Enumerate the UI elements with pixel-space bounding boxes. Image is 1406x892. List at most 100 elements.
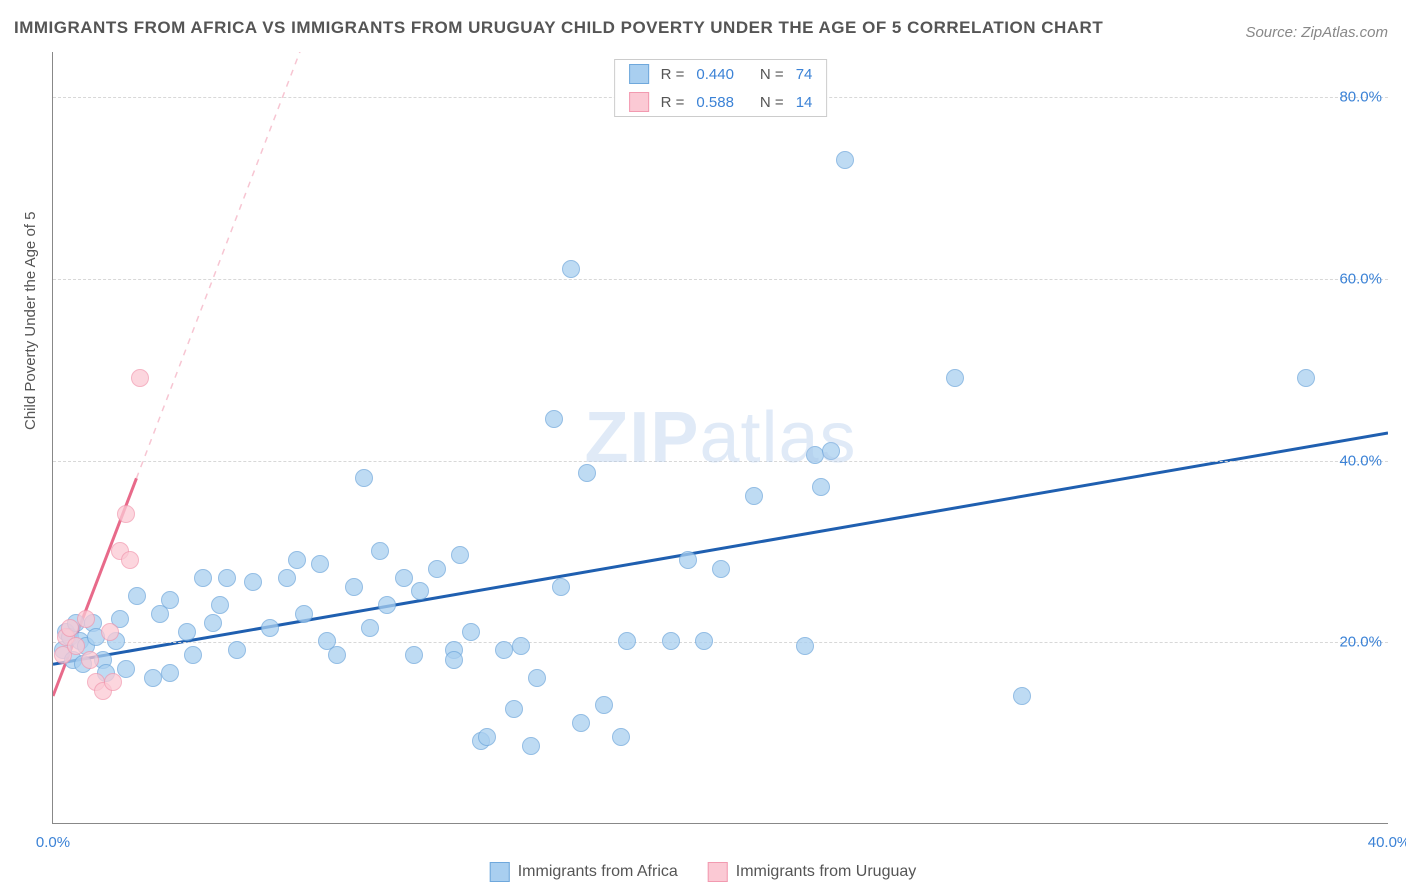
data-point bbox=[218, 569, 236, 587]
data-point bbox=[104, 673, 122, 691]
data-point bbox=[712, 560, 730, 578]
data-point bbox=[395, 569, 413, 587]
data-point bbox=[1013, 687, 1031, 705]
data-point bbox=[328, 646, 346, 664]
data-point bbox=[806, 446, 824, 464]
chart-title: IMMIGRANTS FROM AFRICA VS IMMIGRANTS FRO… bbox=[14, 18, 1103, 38]
legend-r-label: R = bbox=[661, 66, 685, 83]
legend-item: Immigrants from Uruguay bbox=[708, 862, 917, 882]
gridline bbox=[53, 461, 1388, 462]
data-point bbox=[545, 410, 563, 428]
gridline bbox=[53, 279, 1388, 280]
legend-r-value: 0.440 bbox=[696, 66, 734, 83]
data-point bbox=[405, 646, 423, 664]
data-point bbox=[228, 641, 246, 659]
legend-r-value: 0.588 bbox=[696, 94, 734, 111]
legend-row: R = 0.588 N = 14 bbox=[615, 88, 827, 116]
legend-n-value: 14 bbox=[796, 94, 813, 111]
legend-row: R = 0.440 N = 74 bbox=[615, 60, 827, 88]
data-point bbox=[572, 714, 590, 732]
data-point bbox=[128, 587, 146, 605]
correlation-legend: R = 0.440 N = 74 R = 0.588 N = 14 bbox=[614, 59, 828, 117]
data-point bbox=[161, 664, 179, 682]
data-point bbox=[261, 619, 279, 637]
data-point bbox=[101, 623, 119, 641]
data-point bbox=[428, 560, 446, 578]
data-point bbox=[462, 623, 480, 641]
x-tick-label: 40.0% bbox=[1368, 834, 1406, 851]
data-point bbox=[117, 505, 135, 523]
data-point bbox=[131, 369, 149, 387]
data-point bbox=[946, 369, 964, 387]
data-point bbox=[411, 582, 429, 600]
legend-swatch bbox=[708, 862, 728, 882]
y-tick-label: 80.0% bbox=[1339, 89, 1382, 106]
y-tick-label: 20.0% bbox=[1339, 634, 1382, 651]
data-point bbox=[612, 728, 630, 746]
data-point bbox=[478, 728, 496, 746]
legend-n-label: N = bbox=[760, 66, 784, 83]
data-point bbox=[311, 555, 329, 573]
data-point bbox=[295, 605, 313, 623]
data-point bbox=[512, 637, 530, 655]
data-point bbox=[495, 641, 513, 659]
data-point bbox=[451, 546, 469, 564]
data-point bbox=[288, 551, 306, 569]
data-point bbox=[745, 487, 763, 505]
trend-lines bbox=[53, 52, 1388, 823]
data-point bbox=[178, 623, 196, 641]
data-point bbox=[184, 646, 202, 664]
data-point bbox=[161, 591, 179, 609]
data-point bbox=[595, 696, 613, 714]
data-point bbox=[679, 551, 697, 569]
data-point bbox=[345, 578, 363, 596]
y-tick-label: 40.0% bbox=[1339, 452, 1382, 469]
legend-n-label: N = bbox=[760, 94, 784, 111]
x-tick-label: 0.0% bbox=[36, 834, 70, 851]
legend-item: Immigrants from Africa bbox=[490, 862, 678, 882]
legend-r-label: R = bbox=[661, 94, 685, 111]
series-legend: Immigrants from Africa Immigrants from Ur… bbox=[480, 862, 927, 882]
data-point bbox=[695, 632, 713, 650]
data-point bbox=[361, 619, 379, 637]
data-point bbox=[121, 551, 139, 569]
data-point bbox=[445, 651, 463, 669]
watermark: ZIPatlas bbox=[584, 397, 856, 479]
data-point bbox=[355, 469, 373, 487]
source-attribution: Source: ZipAtlas.com bbox=[1245, 24, 1388, 41]
legend-n-value: 74 bbox=[796, 66, 813, 83]
data-point bbox=[117, 660, 135, 678]
legend-series-label: Immigrants from Uruguay bbox=[736, 863, 917, 881]
y-axis-label: Child Poverty Under the Age of 5 bbox=[22, 212, 39, 430]
y-tick-label: 60.0% bbox=[1339, 271, 1382, 288]
data-point bbox=[562, 260, 580, 278]
scatter-plot-area: ZIPatlas R = 0.440N = 74R = 0.588N = 14 … bbox=[52, 52, 1388, 824]
data-point bbox=[77, 610, 95, 628]
legend-series-label: Immigrants from Africa bbox=[518, 863, 678, 881]
data-point bbox=[662, 632, 680, 650]
data-point bbox=[244, 573, 262, 591]
data-point bbox=[505, 700, 523, 718]
data-point bbox=[371, 542, 389, 560]
data-point bbox=[61, 619, 79, 637]
data-point bbox=[378, 596, 396, 614]
watermark-bold: ZIP bbox=[584, 398, 699, 478]
data-point bbox=[578, 464, 596, 482]
data-point bbox=[144, 669, 162, 687]
data-point bbox=[81, 651, 99, 669]
data-point bbox=[836, 151, 854, 169]
data-point bbox=[796, 637, 814, 655]
data-point bbox=[822, 442, 840, 460]
legend-swatch bbox=[629, 92, 649, 112]
legend-swatch bbox=[629, 64, 649, 84]
data-point bbox=[194, 569, 212, 587]
legend-swatch bbox=[490, 862, 510, 882]
data-point bbox=[522, 737, 540, 755]
data-point bbox=[552, 578, 570, 596]
data-point bbox=[618, 632, 636, 650]
data-point bbox=[211, 596, 229, 614]
data-point bbox=[1297, 369, 1315, 387]
data-point bbox=[528, 669, 546, 687]
watermark-light: atlas bbox=[699, 398, 856, 478]
data-point bbox=[812, 478, 830, 496]
